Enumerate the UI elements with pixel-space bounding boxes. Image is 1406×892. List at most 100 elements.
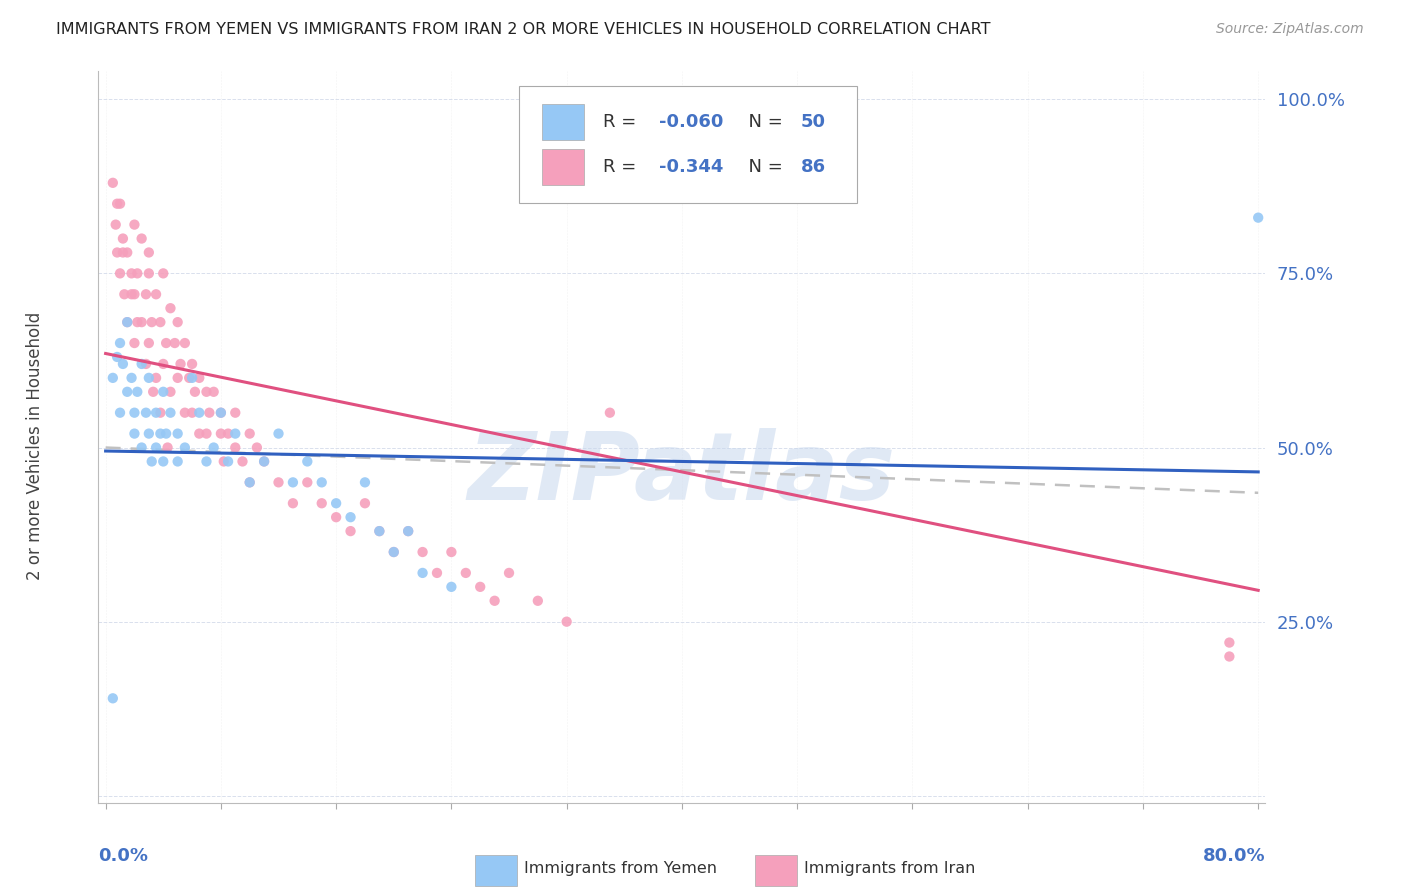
FancyBboxPatch shape — [519, 86, 858, 203]
Text: Source: ZipAtlas.com: Source: ZipAtlas.com — [1216, 22, 1364, 37]
Point — [101, 691, 124, 706]
Point — [141, 315, 163, 329]
Point — [527, 594, 550, 608]
Point — [325, 496, 347, 510]
Point — [131, 315, 153, 329]
Text: 86: 86 — [801, 158, 827, 176]
Point — [124, 218, 146, 232]
Point — [145, 406, 167, 420]
Point — [412, 545, 434, 559]
Point — [135, 287, 157, 301]
Point — [267, 426, 290, 441]
Point — [138, 245, 160, 260]
Point — [368, 524, 391, 538]
Point — [412, 566, 434, 580]
Point — [498, 566, 520, 580]
Point — [145, 287, 167, 301]
Point — [127, 384, 149, 399]
Point — [195, 454, 218, 468]
Point — [354, 496, 377, 510]
Point — [121, 371, 143, 385]
Point — [111, 357, 134, 371]
Point — [105, 245, 128, 260]
Point — [127, 315, 149, 329]
Point — [121, 287, 143, 301]
Text: N =: N = — [737, 158, 789, 176]
Text: -0.344: -0.344 — [658, 158, 723, 176]
Point — [131, 231, 153, 245]
FancyBboxPatch shape — [541, 104, 583, 140]
Point — [111, 245, 134, 260]
Point — [124, 336, 146, 351]
Point — [224, 426, 246, 441]
Text: R =: R = — [603, 113, 641, 131]
Point — [111, 231, 134, 245]
Text: 80.0%: 80.0% — [1202, 847, 1265, 864]
Point — [127, 266, 149, 280]
Point — [135, 357, 157, 371]
Point — [152, 266, 174, 280]
FancyBboxPatch shape — [541, 149, 583, 185]
Text: Immigrants from Yemen: Immigrants from Yemen — [524, 861, 717, 876]
Point — [149, 315, 172, 329]
Point — [115, 315, 138, 329]
Point — [231, 454, 253, 468]
Point — [202, 441, 225, 455]
Point — [1218, 635, 1240, 649]
Point — [173, 406, 195, 420]
Point — [149, 426, 172, 441]
Text: Immigrants from Iran: Immigrants from Iran — [804, 861, 976, 876]
Point — [184, 384, 207, 399]
Point — [555, 615, 578, 629]
Point — [145, 371, 167, 385]
Point — [155, 426, 177, 441]
Point — [382, 545, 405, 559]
Point — [188, 426, 211, 441]
Point — [138, 371, 160, 385]
FancyBboxPatch shape — [475, 855, 517, 886]
Point — [159, 406, 181, 420]
Point — [209, 426, 232, 441]
Point — [198, 406, 221, 420]
Point — [101, 176, 124, 190]
Point — [166, 426, 188, 441]
Point — [311, 496, 333, 510]
Point — [188, 371, 211, 385]
Point — [105, 196, 128, 211]
Point — [159, 301, 181, 316]
Point — [155, 336, 177, 351]
Point — [124, 406, 146, 420]
Point — [138, 426, 160, 441]
Text: 50: 50 — [801, 113, 825, 131]
Point — [339, 510, 361, 524]
Point — [141, 454, 163, 468]
Point — [105, 350, 128, 364]
Point — [181, 406, 204, 420]
Point — [188, 406, 211, 420]
FancyBboxPatch shape — [755, 855, 797, 886]
Point — [297, 454, 319, 468]
Point — [253, 454, 276, 468]
Point — [202, 384, 225, 399]
Point — [339, 524, 361, 538]
Point — [440, 580, 463, 594]
Point — [217, 426, 239, 441]
Point — [325, 510, 347, 524]
Point — [131, 441, 153, 455]
Point — [195, 426, 218, 441]
Point — [166, 315, 188, 329]
Point — [108, 266, 131, 280]
Point — [163, 336, 186, 351]
Point — [281, 496, 304, 510]
Point — [142, 384, 165, 399]
Point — [267, 475, 290, 490]
Point — [239, 475, 262, 490]
Point — [152, 357, 174, 371]
Point — [1218, 649, 1240, 664]
Point — [454, 566, 477, 580]
Point — [104, 218, 127, 232]
Point — [173, 336, 195, 351]
Point — [115, 245, 138, 260]
Point — [224, 441, 246, 455]
Point — [426, 566, 449, 580]
